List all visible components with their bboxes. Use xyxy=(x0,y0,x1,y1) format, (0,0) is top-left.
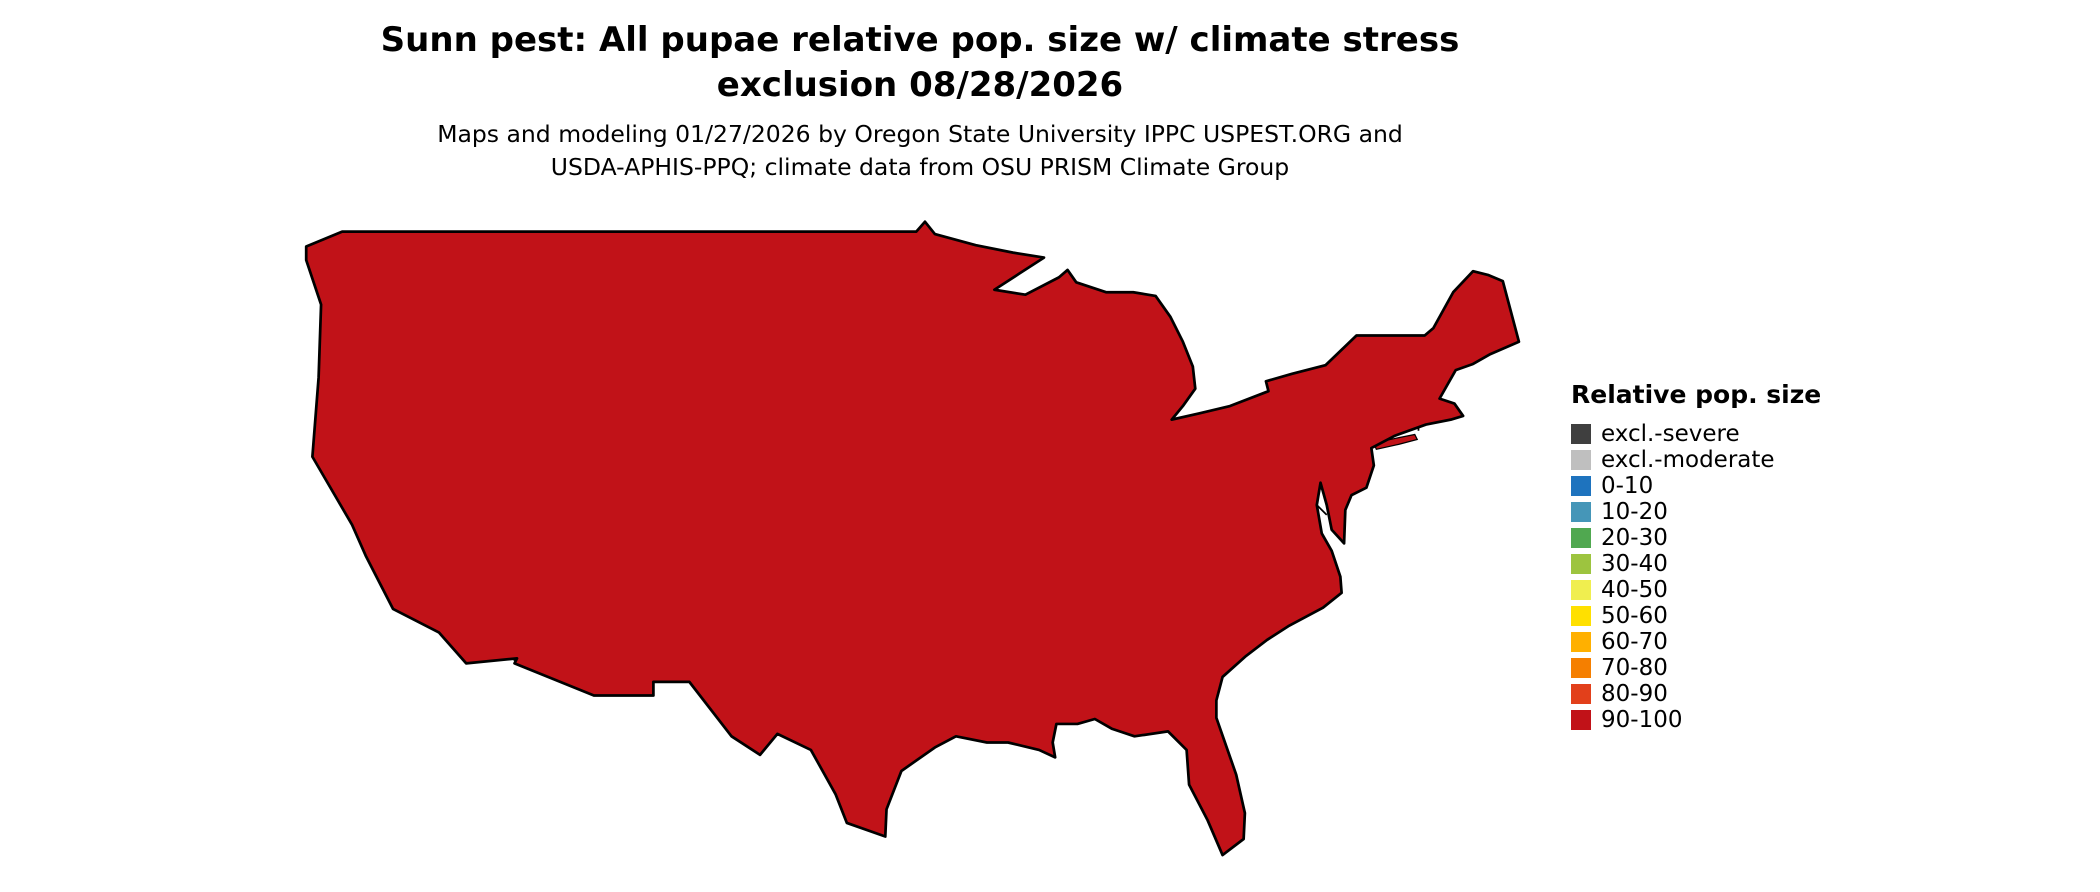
legend-label: excl.-moderate xyxy=(1601,447,1775,473)
legend-swatch xyxy=(1571,684,1591,704)
map-legend: Relative pop. size excl.-severe excl.-mo… xyxy=(1571,380,1821,733)
legend-item: 90-100 xyxy=(1571,707,1821,733)
legend-item: 20-30 xyxy=(1571,525,1821,551)
us-map-svg xyxy=(304,220,1521,857)
legend-label: 40-50 xyxy=(1601,577,1668,603)
legend-item: 50-60 xyxy=(1571,603,1821,629)
legend-swatch xyxy=(1571,502,1591,522)
legend-label: 10-20 xyxy=(1601,499,1668,525)
page-subtitle-line2: USDA-APHIS-PPQ; climate data from OSU PR… xyxy=(550,153,1290,182)
legend-swatch xyxy=(1571,424,1591,444)
legend-item: 70-80 xyxy=(1571,655,1821,681)
map-national-outline xyxy=(304,220,1521,857)
legend-label: excl.-severe xyxy=(1601,421,1740,447)
legend-swatch xyxy=(1571,450,1591,470)
legend-swatch xyxy=(1571,658,1591,678)
legend-swatch xyxy=(1571,476,1591,496)
legend-swatch xyxy=(1571,554,1591,574)
page-title-line2: exclusion 08/28/2026 xyxy=(716,64,1124,105)
legend-label: 60-70 xyxy=(1601,629,1668,655)
page-subtitle: Maps and modeling 01/27/2026 by Oregon S… xyxy=(437,118,1403,185)
legend-item: 30-40 xyxy=(1571,551,1821,577)
legend-swatch xyxy=(1571,710,1591,730)
legend-swatch xyxy=(1571,632,1591,652)
legend-item: excl.-severe xyxy=(1571,421,1821,447)
legend-item: 60-70 xyxy=(1571,629,1821,655)
legend-label: 50-60 xyxy=(1601,603,1668,629)
us-population-map xyxy=(300,218,1540,886)
legend-item: 0-10 xyxy=(1571,473,1821,499)
legend-label: 30-40 xyxy=(1601,551,1668,577)
legend-label: 20-30 xyxy=(1601,525,1668,551)
legend-item: 10-20 xyxy=(1571,499,1821,525)
legend-item: excl.-moderate xyxy=(1571,447,1821,473)
legend-title: Relative pop. size xyxy=(1571,380,1822,409)
legend-label: 80-90 xyxy=(1601,681,1668,707)
legend-label: 70-80 xyxy=(1601,655,1668,681)
legend-item: 40-50 xyxy=(1571,577,1821,603)
long-island xyxy=(1372,433,1419,451)
legend-swatch xyxy=(1571,528,1591,548)
legend-swatch xyxy=(1571,580,1591,600)
page-subtitle-line1: Maps and modeling 01/27/2026 by Oregon S… xyxy=(437,120,1403,148)
page-title: Sunn pest: All pupae relative pop. size … xyxy=(381,18,1460,108)
legend-label: 90-100 xyxy=(1601,707,1683,733)
page-title-line1: Sunn pest: All pupae relative pop. size … xyxy=(380,20,1460,60)
legend-swatch xyxy=(1571,606,1591,626)
legend-item: 80-90 xyxy=(1571,681,1821,707)
legend-label: 0-10 xyxy=(1601,473,1654,499)
